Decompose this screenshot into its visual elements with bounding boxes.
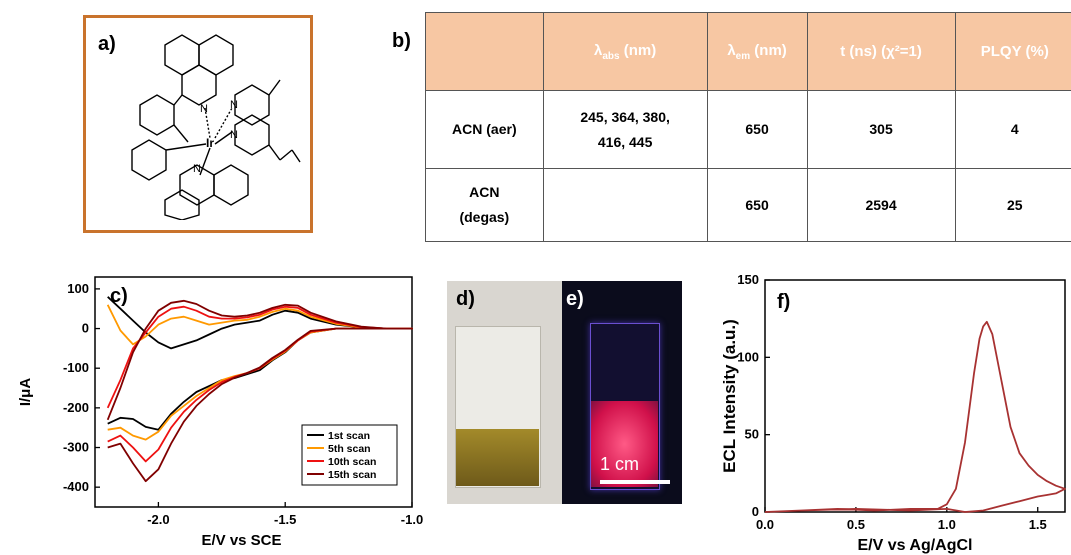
plot-frame bbox=[764, 279, 1066, 513]
table-header-cell: λem (nm) bbox=[706, 12, 808, 91]
table-cell: ACN (degas) bbox=[425, 168, 544, 242]
scale-bar bbox=[600, 480, 670, 484]
y-tick-label: -100 bbox=[63, 360, 89, 375]
table-cell: 4 bbox=[954, 90, 1071, 169]
photophysical-properties-table: λabs (nm) λem (nm) t (ns) (χ²=1) PLQY (%… bbox=[425, 12, 1071, 242]
y-axis-label: ECL Intensity (a.u.) bbox=[720, 319, 739, 473]
series-line bbox=[106, 304, 413, 441]
table-row: ACN (aer) 245, 364, 380, 416, 445 650 30… bbox=[425, 90, 1071, 169]
film-photo-daylight bbox=[447, 281, 562, 504]
panel-a-label: a) bbox=[98, 33, 116, 55]
x-axis-label: E/V vs SCE bbox=[201, 532, 281, 549]
legend-entry: 15th scan bbox=[328, 469, 376, 481]
table-header-cell: t (ns) (χ²=1) bbox=[806, 12, 956, 91]
table-cell: 2594 bbox=[806, 168, 956, 242]
table-header-cell: λabs (nm) bbox=[542, 12, 708, 91]
table-cell: ACN (aer) bbox=[425, 90, 544, 169]
panel-c-label: c) bbox=[110, 285, 128, 307]
plot-frame bbox=[94, 276, 413, 508]
table-header-cell: PLQY (%) bbox=[954, 12, 1071, 91]
table-header-cell bbox=[425, 12, 544, 91]
ecl-intensity-chart: 0.0 0.5 1.0 1.5 0 50 100 150 E/V vs Ag/AgCl ECL I… bbox=[720, 272, 1066, 554]
y-tick-label: 100 bbox=[737, 349, 759, 364]
panel-f-label: f) bbox=[777, 291, 790, 313]
x-tick-label: -1.0 bbox=[401, 512, 423, 527]
legend-entry: 1st scan bbox=[328, 430, 370, 442]
table-cell: 650 bbox=[706, 168, 808, 242]
table-cell: 245, 364, 380, 416, 445 bbox=[542, 90, 708, 169]
x-tick-label: 1.5 bbox=[1029, 517, 1047, 532]
iridium-complex-structure: Ir N N N N bbox=[131, 34, 301, 220]
cyclic-voltammetry-chart: -2.0 -1.5 -1.0 100 0 -100 -200 -300 -400 E/V vs S… bbox=[17, 276, 423, 549]
table-cell bbox=[542, 168, 708, 242]
y-tick-label: 0 bbox=[752, 504, 759, 519]
series-line bbox=[106, 299, 413, 483]
table-cell: 650 bbox=[706, 90, 808, 169]
x-tick-label: -2.0 bbox=[147, 512, 169, 527]
y-tick-label: -300 bbox=[63, 440, 89, 455]
x-tick-label: -1.5 bbox=[274, 512, 296, 527]
x-tick-label: 0.0 bbox=[756, 517, 774, 532]
y-tick-label: 0 bbox=[82, 321, 89, 336]
film-emission bbox=[591, 401, 658, 487]
panel-e-label: e) bbox=[566, 288, 584, 310]
y-axis-label: I/μA bbox=[17, 378, 34, 407]
legend-entry: 10th scan bbox=[328, 456, 376, 468]
legend-entry: 5th scan bbox=[328, 443, 371, 455]
nitrogen-label-bottom: N bbox=[193, 163, 201, 175]
nitrogen-label-bipy2: N bbox=[230, 129, 238, 141]
y-tick-label: -200 bbox=[63, 400, 89, 415]
table-header-row: λabs (nm) λem (nm) t (ns) (χ²=1) PLQY (%… bbox=[425, 12, 1071, 91]
y-tick-label: 150 bbox=[737, 272, 759, 287]
x-tick-label: 0.5 bbox=[847, 517, 865, 532]
x-tick-label: 1.0 bbox=[938, 517, 956, 532]
panel-d-label: d) bbox=[456, 288, 475, 310]
film-photo-uv: 1 cm bbox=[562, 281, 682, 504]
nitrogen-label-bipy1: N bbox=[230, 99, 238, 111]
y-tick-label: 50 bbox=[745, 427, 759, 442]
panel-b-label: b) bbox=[392, 30, 411, 52]
nitrogen-label-top: N bbox=[200, 103, 208, 115]
iridium-label: Ir bbox=[206, 136, 214, 150]
y-tick-label: -400 bbox=[63, 479, 89, 494]
table-cell: 305 bbox=[806, 90, 956, 169]
series-line bbox=[764, 320, 1066, 513]
scale-bar-label: 1 cm bbox=[600, 454, 640, 474]
y-tick-label: 100 bbox=[67, 281, 89, 296]
table-row: ACN (degas) 650 2594 25 bbox=[425, 168, 1071, 242]
structure-frame bbox=[83, 15, 313, 233]
x-axis-label: E/V vs Ag/AgCl bbox=[858, 537, 973, 554]
film-deposit bbox=[456, 429, 539, 486]
table-cell: 25 bbox=[954, 168, 1071, 242]
